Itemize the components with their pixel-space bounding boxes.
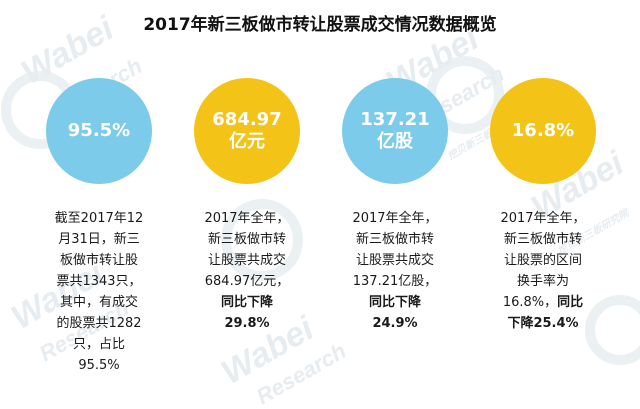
- page-title: 2017年新三板做市转让股票成交情况数据概览: [143, 15, 497, 35]
- stat-description: 2017年全年， 新三板做市转 让股票共成交 137.21亿股， 同比下降 24…: [352, 211, 438, 331]
- stat-value: 95.5%: [67, 120, 131, 141]
- stat-description: 截至2017年12 月31日，新三 板做市转让股 票共1343只， 其中，有成交…: [54, 211, 144, 373]
- stat-value: 16.8%: [511, 120, 575, 141]
- stat-circle: 16.8%: [490, 78, 596, 184]
- stat-value: 684.97: [212, 109, 282, 130]
- stat-circle: 95.5%: [46, 78, 152, 184]
- stat-circle: 137.21 亿股: [342, 78, 448, 184]
- stat-unit: 亿元: [229, 131, 265, 152]
- stat-value: 137.21: [360, 109, 430, 130]
- stat-description: 2017年全年， 新三板做市转 让股票共成交 684.97亿元， 同比下降 29…: [204, 211, 290, 331]
- stat-circle: 684.97 亿元: [194, 78, 300, 184]
- stat-description: 2017年全年， 新三板做市转 让股票的区间 换手率为 16.8%，同比 下降2…: [500, 211, 586, 331]
- stat-unit: 亿股: [377, 131, 413, 152]
- watermark-sub: Research: [252, 338, 350, 409]
